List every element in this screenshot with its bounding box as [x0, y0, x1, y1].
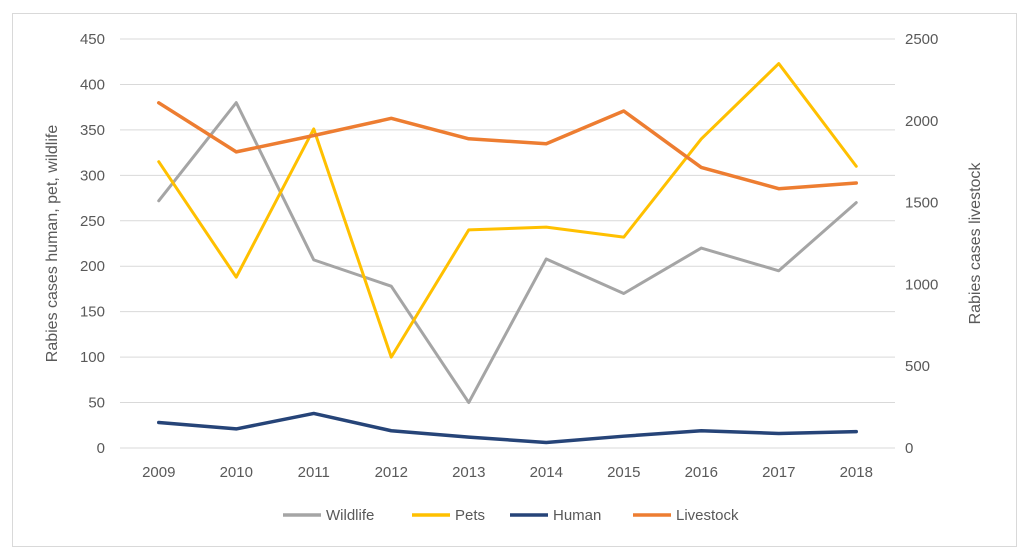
chart-border [12, 13, 1017, 547]
legend-label-livestock: Livestock [676, 507, 739, 524]
x-tick-label: 2017 [762, 464, 795, 481]
y-axis-label: Rabies cases human, pet, wildlife [44, 125, 61, 363]
y2-tick-label: 1000 [905, 276, 938, 293]
series-line-livestock [157, 101, 858, 191]
x-tick-label: 2012 [375, 464, 408, 481]
y2-tick-label: 1500 [905, 195, 938, 212]
y2-tick-label: 500 [905, 358, 930, 375]
legend-label-wildlife: Wildlife [326, 507, 374, 524]
x-tick-label: 2018 [840, 464, 873, 481]
y-tick-label: 0 [97, 440, 105, 457]
y-tick-label: 350 [80, 122, 105, 139]
y-tick-label: 300 [80, 167, 105, 184]
y2-axis-label: Rabies cases livestock [967, 162, 984, 325]
y2-tick-label: 0 [905, 440, 913, 457]
x-tick-label: 2016 [685, 464, 718, 481]
x-tick-label: 2014 [530, 464, 563, 481]
series-line-wildlife [157, 101, 858, 405]
legend-label-human: Human [553, 507, 601, 524]
series-line-pets [157, 62, 858, 359]
y2-tick-label: 2000 [905, 113, 938, 130]
x-tick-label: 2015 [607, 464, 640, 481]
y2-tick-label: 2500 [905, 31, 938, 48]
series-line-human [157, 411, 858, 445]
y-tick-label: 200 [80, 258, 105, 275]
x-tick-label: 2011 [298, 464, 330, 481]
y-tick-label: 50 [88, 395, 105, 412]
y-tick-label: 250 [80, 213, 105, 230]
x-tick-label: 2010 [220, 464, 253, 481]
y-tick-label: 150 [80, 304, 105, 321]
y-tick-label: 450 [80, 31, 105, 48]
x-tick-label: 2009 [142, 464, 175, 481]
legend-label-pets: Pets [455, 507, 485, 524]
y-tick-label: 100 [80, 349, 105, 366]
y-tick-label: 400 [80, 76, 105, 93]
x-tick-label: 2013 [452, 464, 485, 481]
